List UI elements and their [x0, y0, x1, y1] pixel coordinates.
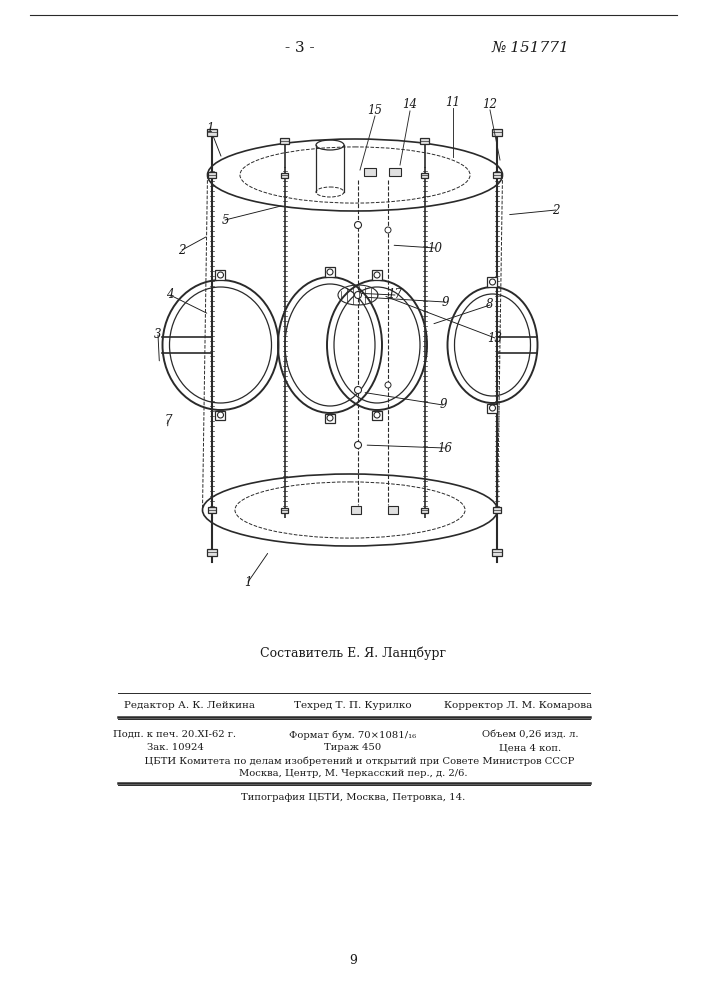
Bar [209, 507, 216, 513]
Text: Редактор А. К. Лейкина: Редактор А. К. Лейкина [124, 702, 255, 710]
Circle shape [218, 272, 223, 278]
Bar [325, 267, 335, 277]
Text: ЦБТИ Комитета по делам изобретений и открытий при Совете Министров СССР: ЦБТИ Комитета по делам изобретений и отк… [132, 756, 574, 766]
Text: 17: 17 [387, 288, 402, 302]
Text: 1: 1 [206, 121, 214, 134]
Circle shape [374, 412, 380, 418]
Circle shape [374, 272, 380, 278]
Bar [421, 138, 429, 144]
Bar [281, 138, 289, 144]
Bar [389, 168, 401, 176]
Bar [488, 404, 498, 413]
Bar [207, 548, 218, 556]
Text: 15: 15 [368, 104, 382, 116]
Text: Объем 0,26 изд. л.: Объем 0,26 изд. л. [481, 730, 578, 739]
Bar [216, 270, 226, 280]
Bar [281, 508, 288, 512]
Bar [372, 411, 382, 420]
Circle shape [489, 279, 496, 285]
Text: 1: 1 [244, 576, 252, 588]
Text: - 3 -: - 3 - [285, 41, 315, 55]
Bar [493, 128, 503, 135]
Bar [388, 506, 398, 514]
Text: 10: 10 [428, 241, 443, 254]
Text: Подп. к печ. 20.ХІ-62 г.: Подп. к печ. 20.ХІ-62 г. [114, 730, 237, 739]
Text: 2: 2 [178, 243, 186, 256]
Circle shape [218, 412, 223, 418]
Text: 9: 9 [441, 296, 449, 308]
Text: 5: 5 [221, 214, 229, 227]
Text: Типография ЦБТИ, Москва, Петровка, 14.: Типография ЦБТИ, Москва, Петровка, 14. [241, 793, 465, 802]
Bar [421, 172, 428, 178]
Text: Формат бум. 70×1081/₁₆: Формат бум. 70×1081/₁₆ [289, 730, 416, 740]
Circle shape [385, 382, 391, 388]
Bar [281, 172, 288, 178]
Circle shape [489, 405, 496, 411]
Text: Корректор Л. М. Комарова: Корректор Л. М. Комарова [444, 702, 592, 710]
Text: Техред Т. П. Курилко: Техред Т. П. Курилко [294, 702, 411, 710]
Text: Зак. 10924: Зак. 10924 [146, 743, 204, 752]
Circle shape [354, 222, 361, 229]
Text: 8: 8 [486, 298, 493, 312]
Bar [207, 128, 218, 135]
Text: 13: 13 [488, 332, 503, 344]
Bar [493, 507, 501, 513]
Text: Тираж 450: Тираж 450 [325, 743, 382, 752]
Text: 3: 3 [154, 328, 162, 342]
Circle shape [354, 442, 361, 448]
Bar [493, 172, 501, 178]
Text: 11: 11 [445, 96, 460, 108]
Bar [216, 411, 226, 420]
Text: Москва, Центр, М. Черкасский пер., д. 2/6.: Москва, Центр, М. Черкасский пер., д. 2/… [239, 769, 467, 778]
Circle shape [354, 386, 361, 393]
Text: 14: 14 [402, 99, 418, 111]
Bar [351, 506, 361, 514]
Circle shape [327, 269, 333, 275]
Text: Цена 4 коп.: Цена 4 коп. [499, 743, 561, 752]
Text: Составитель Е. Я. Ланцбург: Составитель Е. Я. Ланцбург [260, 646, 446, 660]
Bar [372, 270, 382, 280]
Text: 9: 9 [439, 398, 447, 412]
Text: 7: 7 [164, 414, 172, 426]
Circle shape [385, 227, 391, 233]
Bar [421, 508, 428, 512]
Circle shape [327, 415, 333, 421]
Bar [364, 168, 376, 176]
Text: 16: 16 [438, 442, 452, 454]
Text: 12: 12 [482, 98, 498, 110]
Bar [209, 172, 216, 178]
Text: № 151771: № 151771 [491, 41, 569, 55]
Text: 2: 2 [552, 204, 560, 217]
Text: 4: 4 [166, 288, 174, 302]
Text: 9: 9 [349, 954, 357, 966]
Bar [325, 414, 335, 423]
Bar [493, 548, 503, 556]
Bar [488, 277, 498, 287]
Circle shape [354, 292, 361, 298]
